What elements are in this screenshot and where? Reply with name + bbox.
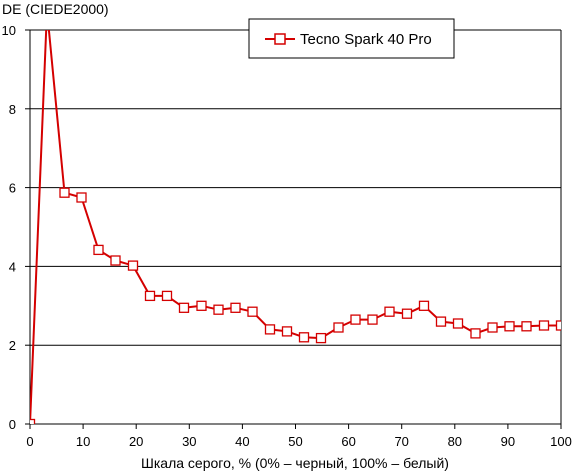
legend: Tecno Spark 40 Pro	[248, 18, 455, 59]
data-point	[315, 332, 327, 344]
series-layer	[30, 30, 561, 424]
x-tick-label: 80	[448, 434, 462, 449]
data-point	[59, 187, 70, 198]
data-point	[487, 322, 498, 333]
data-point	[298, 332, 310, 343]
y-tick-label: 6	[9, 181, 16, 196]
data-point	[161, 290, 173, 302]
data-point	[452, 318, 464, 329]
data-point	[470, 328, 481, 339]
data-point	[110, 255, 121, 266]
y-tick-label: 4	[9, 259, 16, 274]
axes	[25, 29, 562, 429]
data-point	[418, 300, 430, 311]
data-point	[196, 300, 207, 311]
data-point	[333, 322, 344, 333]
data-point	[213, 304, 224, 315]
x-tick-label: 40	[235, 434, 249, 449]
x-tick-label: 30	[182, 434, 196, 449]
y-tick-label: 10	[2, 23, 16, 38]
x-tick-label: 50	[288, 434, 302, 449]
data-point	[281, 326, 293, 337]
data-point	[538, 320, 550, 331]
x-tick-label: 10	[76, 434, 90, 449]
marker-layer	[30, 187, 561, 424]
data-point	[178, 302, 190, 313]
series-line-0	[30, 30, 561, 424]
x-tick-label: 0	[26, 434, 33, 449]
data-point	[435, 316, 447, 327]
x-tick-label: 20	[129, 434, 143, 449]
x-tick-label: 100	[550, 434, 572, 449]
legend-label: Tecno Spark 40 Pro	[300, 31, 432, 48]
x-axis-title: Шкала серого, % (0% – черный, 100% – бел…	[141, 455, 449, 471]
data-point	[30, 418, 36, 424]
gridlines	[30, 29, 561, 346]
data-point	[521, 321, 532, 332]
data-point	[367, 314, 378, 325]
x-tick-label: 90	[501, 434, 515, 449]
y-axis-title: DE (CIEDE2000)	[2, 1, 109, 17]
x-tick-label: 60	[341, 434, 355, 449]
data-point	[264, 324, 276, 335]
data-point	[401, 308, 413, 319]
data-point	[144, 290, 156, 302]
y-tick-label: 8	[9, 102, 16, 117]
data-point	[504, 321, 515, 332]
legend-marker-swatch	[274, 33, 286, 45]
y-tick-label: 0	[9, 417, 16, 432]
data-point	[247, 306, 258, 317]
data-point	[350, 314, 361, 325]
data-point	[230, 302, 241, 313]
data-point	[555, 320, 561, 331]
data-point	[76, 192, 87, 203]
data-point	[93, 244, 104, 256]
data-point	[127, 260, 139, 271]
x-tick-label: 70	[394, 434, 408, 449]
y-tick-label: 2	[9, 338, 16, 353]
data-point	[384, 306, 395, 317]
